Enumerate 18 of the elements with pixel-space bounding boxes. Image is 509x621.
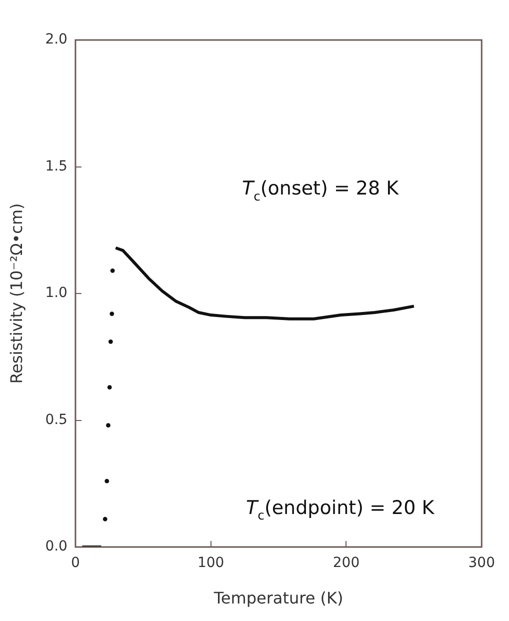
y-tick-label: 0.0 [45, 538, 68, 555]
point [104, 478, 110, 484]
x-tick-label: 0 [71, 555, 80, 572]
point [110, 268, 115, 273]
x-tick-label: 300 [468, 555, 496, 572]
point [106, 423, 110, 428]
x-axis-title: Temperature (K) [212, 588, 344, 608]
point [108, 339, 113, 344]
y-tick-label: 1.5 [45, 158, 68, 174]
y-axis-title: Resistivity (10⁻²Ω•cm) [6, 203, 26, 384]
point [110, 312, 114, 316]
x-tick-label: 100 [197, 555, 224, 572]
y-tick-label: 2.0 [45, 32, 68, 48]
y-tick-label: 1.0 [45, 285, 68, 302]
point [107, 385, 112, 390]
y-tick-label: 0.5 [45, 412, 68, 428]
x-tick-label: 200 [332, 555, 360, 572]
point [102, 516, 108, 522]
